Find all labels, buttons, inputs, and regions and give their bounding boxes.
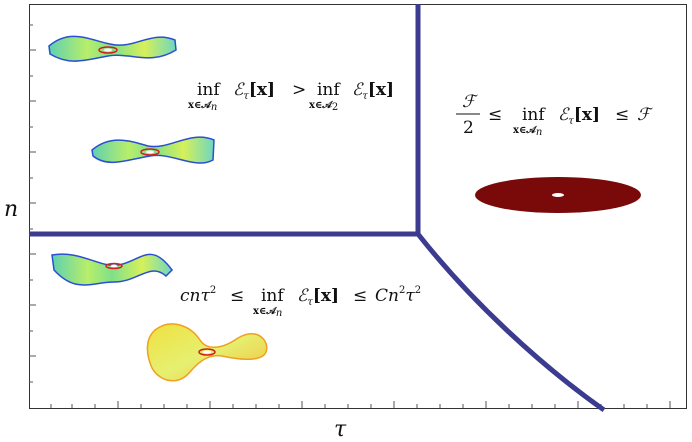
eq2-le1: ≤ — [488, 105, 502, 125]
twisted-surface-3 — [51, 253, 173, 286]
eq3-upper: Cn2τ2 — [375, 285, 421, 306]
eq2-frac-den: 2 — [463, 118, 474, 138]
eq3-le1: ≤ — [230, 286, 244, 306]
eq1-relation: > — [292, 80, 306, 100]
eq3-inf: inf — [261, 286, 285, 306]
y-axis-label: n — [4, 197, 18, 222]
eq1-energy1: ℰτ[x] — [233, 80, 275, 102]
eq2-le2: ≤ — [615, 105, 629, 125]
eq2-frac-num: ℱ — [462, 92, 479, 112]
y-axis-ticks — [29, 24, 36, 383]
phase-boundaries — [29, 4, 606, 413]
eq3-le2: ≤ — [353, 286, 367, 306]
eq3-energy: ℰτ[x] — [297, 286, 339, 308]
eq2-sub: x∈𝒜n — [513, 125, 542, 138]
equation-bottom-left: cnτ2 ≤ inf x∈𝒜n ℰτ[x] ≤ Cn2τ2 — [180, 285, 421, 319]
eq2-energy: ℰτ[x] — [558, 105, 600, 127]
equation-right: ℱ 2 ≤ inf x∈𝒜n ℰτ[x] ≤ ℱ — [456, 92, 654, 138]
curved-boundary — [416, 232, 606, 413]
eq3-lower: cnτ2 — [180, 285, 216, 306]
twisted-surface-4 — [146, 323, 268, 382]
eq2-inf: inf — [522, 105, 546, 125]
eq1-energy2: ℰτ[x] — [352, 80, 394, 102]
twisted-surface-2 — [91, 136, 215, 164]
x-axis-ticks — [50, 401, 671, 408]
eq1-sub1: x∈𝒜n — [188, 100, 217, 113]
eq1-inf2: inf — [317, 80, 341, 100]
eq3-sub: x∈𝒜n — [253, 306, 282, 319]
equation-top-left: inf x∈𝒜n ℰτ[x] > inf x∈𝒜2 ℰτ[x] — [188, 80, 394, 113]
eq1-sub2: x∈𝒜2 — [309, 100, 338, 113]
twisted-surface-1 — [48, 35, 177, 62]
eq1-inf1: inf — [197, 80, 221, 100]
eq2-bound: ℱ — [637, 105, 654, 125]
x-axis-label: τ — [334, 417, 347, 442]
flat-annulus-disk — [475, 177, 641, 213]
plot-frame — [29, 4, 687, 409]
